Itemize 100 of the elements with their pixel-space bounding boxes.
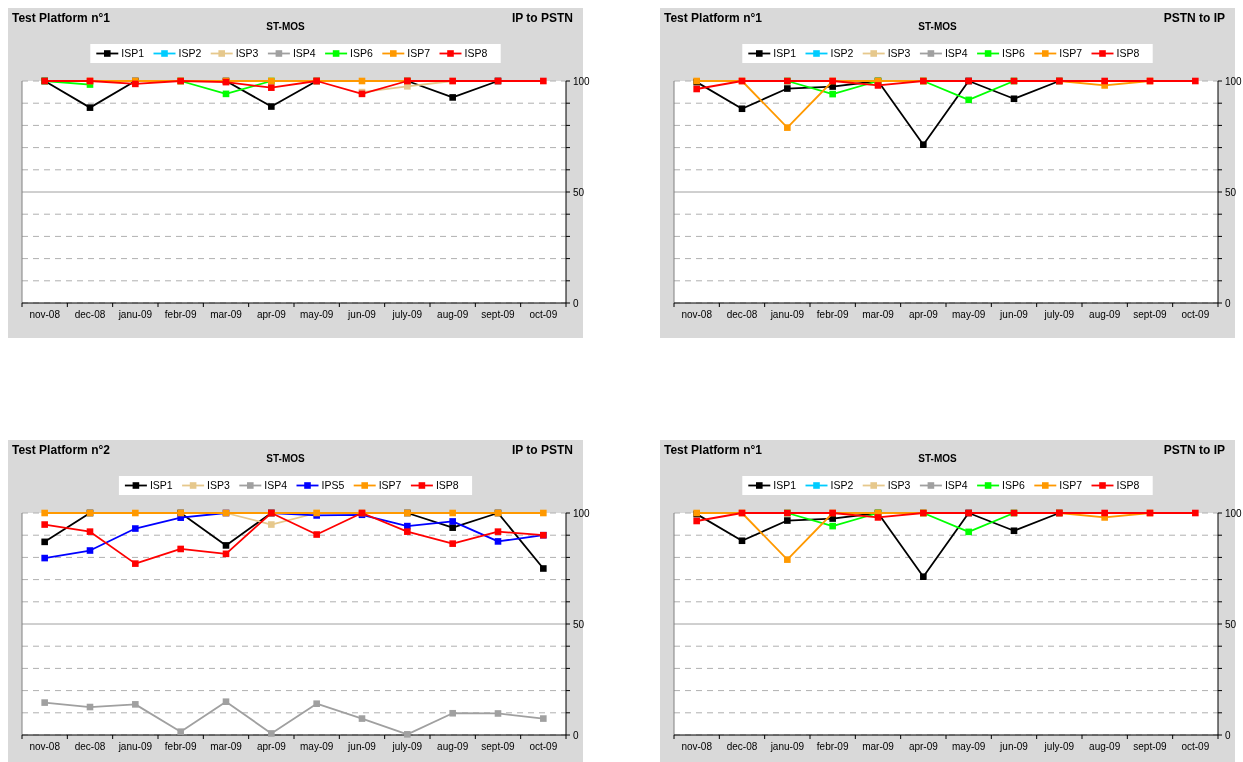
chart-title: Test Platform n°1 <box>664 443 763 457</box>
x-tick-label: nov-08 <box>681 741 713 752</box>
point <box>1101 77 1108 85</box>
point <box>1010 95 1018 103</box>
point <box>540 715 547 722</box>
y-tick-label: 50 <box>573 618 585 630</box>
x-tick-label: jun-09 <box>347 309 377 320</box>
legend-label: ISP4 <box>292 47 316 60</box>
y-tick-label: 0 <box>1225 297 1231 309</box>
point <box>268 730 275 737</box>
point <box>449 94 456 101</box>
point <box>874 514 882 521</box>
x-tick-label: nov-08 <box>29 741 61 752</box>
text: PSTN to IP <box>1163 443 1225 457</box>
legend-label: ISP1 <box>773 479 797 492</box>
x-tick-label: may-09 <box>299 309 334 320</box>
x-tick-label: oct-09 <box>529 309 558 320</box>
x-tick-label: dec-08 <box>74 741 106 752</box>
text: IP to PSTN <box>511 443 573 457</box>
chart-title: Test Platform n°1 <box>664 11 763 25</box>
x-tick-label: febr-09 <box>816 741 849 752</box>
point <box>404 731 411 738</box>
legend-label: ISP8 <box>464 47 488 60</box>
legend-label: ISP7 <box>1059 479 1083 492</box>
legend-label: ISP6 <box>350 47 374 60</box>
x-tick-label: febr-09 <box>816 309 849 320</box>
y-tick-label: 100 <box>1225 75 1243 87</box>
point <box>313 700 320 707</box>
legend-label: IPS5 <box>321 479 345 492</box>
x-tick-label: oct-09 <box>1181 309 1210 320</box>
x-tick-label: dec-08 <box>74 309 106 320</box>
y-tick-label: 100 <box>1225 507 1243 519</box>
y-tick-label: 0 <box>573 729 579 741</box>
legend-label: ISP1 <box>149 479 173 492</box>
point <box>222 542 230 549</box>
point <box>449 524 456 531</box>
legend-label: ISP3 <box>235 47 259 60</box>
x-tick-label: aug-09 <box>1089 741 1121 752</box>
legend-label: ISP8 <box>435 479 459 492</box>
legend-label: ISP4 <box>944 47 968 60</box>
point <box>132 701 139 708</box>
x-tick-label: jun-09 <box>347 741 377 752</box>
x-tick-label: janu-09 <box>117 741 153 752</box>
legend-label: ISP4 <box>944 479 968 492</box>
point <box>494 538 502 545</box>
chart-subtitle: ST-MOS <box>266 453 305 464</box>
point <box>1192 509 1199 517</box>
x-tick-label: jun-09 <box>999 309 1029 320</box>
x-tick-label: janu-09 <box>769 309 805 320</box>
x-tick-label: may-09 <box>951 309 986 320</box>
point <box>784 85 791 92</box>
x-tick-label: nov-08 <box>29 309 61 320</box>
point <box>494 710 502 717</box>
x-tick-label: oct-09 <box>529 741 558 752</box>
legend-label: ISP1 <box>773 47 797 60</box>
x-tick-label: febr-09 <box>164 741 197 752</box>
point <box>132 560 139 567</box>
point <box>965 528 972 536</box>
legend-label: ISP8 <box>1116 47 1140 60</box>
point <box>965 96 972 104</box>
x-tick-label: apr-09 <box>908 309 939 320</box>
x-tick-label: dec-08 <box>726 741 758 752</box>
x-tick-label: sept-09 <box>1133 741 1168 752</box>
x-tick-label: janu-09 <box>117 309 153 320</box>
y-tick-label: 0 <box>1225 729 1231 741</box>
x-tick-label: apr-09 <box>908 741 939 752</box>
x-tick-label: july-09 <box>391 741 423 752</box>
chart-title: Test Platform n°2 <box>12 443 111 457</box>
legend-label: ISP7 <box>378 479 402 492</box>
legend-label: ISP6 <box>1002 47 1026 60</box>
x-tick-label: apr-09 <box>256 309 287 320</box>
x-tick-label: aug-09 <box>1089 309 1121 320</box>
chart-title: Test Platform n°1 <box>12 11 111 25</box>
point <box>449 540 456 547</box>
point <box>313 531 320 538</box>
point <box>132 509 139 517</box>
point <box>1192 77 1199 85</box>
x-tick-label: aug-09 <box>437 309 469 320</box>
point <box>874 82 882 89</box>
y-tick-label: 50 <box>573 186 585 198</box>
point <box>1101 509 1108 517</box>
x-tick-label: may-09 <box>951 741 986 752</box>
point <box>41 554 48 562</box>
y-tick-label: 50 <box>1225 186 1237 198</box>
legend-label: ISP3 <box>207 479 231 492</box>
chart-subtitle: ST-MOS <box>918 453 957 464</box>
legend-label: ISP3 <box>887 479 911 492</box>
legend-label: ISP7 <box>1059 47 1083 60</box>
legend-label: ISP1 <box>121 47 145 60</box>
point <box>41 699 48 706</box>
x-tick-label: mar-09 <box>862 741 895 752</box>
point <box>784 124 791 131</box>
point <box>1010 527 1018 535</box>
point <box>693 85 700 93</box>
text: IP to PSTN <box>511 11 573 25</box>
point <box>268 103 275 110</box>
x-tick-label: july-09 <box>1043 309 1075 320</box>
x-tick-label: mar-09 <box>210 309 243 320</box>
point <box>540 77 547 85</box>
point <box>222 698 230 705</box>
